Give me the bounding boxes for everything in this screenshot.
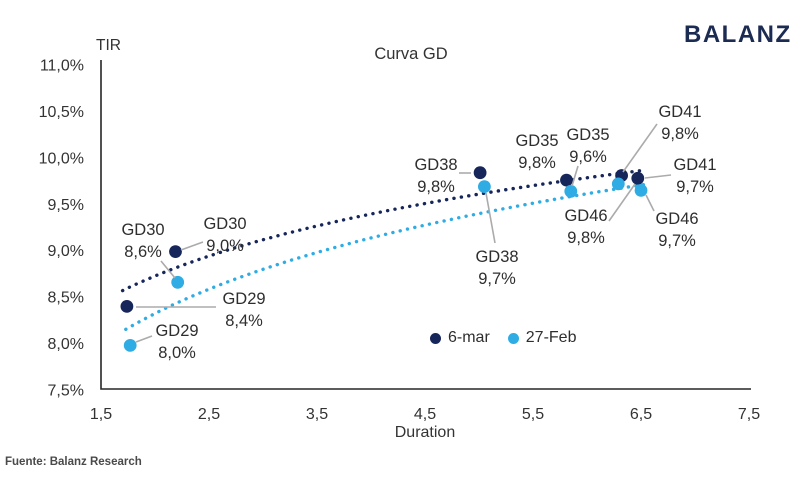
y-tick-label: 8,5% [48, 290, 84, 307]
data-point-GD29-27-Feb [123, 339, 137, 352]
legend-dot-27-Feb [507, 332, 519, 344]
y-tick-label: 10,5% [39, 104, 84, 121]
y-tick-label: 9,0% [48, 243, 84, 260]
leader-line-GD46-6-mar [608, 183, 636, 222]
leader-line-GD41-27-Feb [644, 174, 672, 179]
data-point-GD41-27-Feb [611, 177, 625, 191]
leader-line-GD35-27-Feb [571, 165, 579, 187]
legend-dot-6-mar [430, 332, 441, 344]
legend-item-6-mar: 6-mar [430, 329, 490, 347]
data-point-GD35-27-Feb [564, 184, 578, 198]
leader-line-GD30-6-mar [180, 241, 204, 251]
y-tick-label: 8,0% [48, 336, 84, 353]
legend-label: 6-mar [448, 329, 490, 346]
leader-line-GD41-6-mar [622, 123, 658, 173]
legend: 6-mar 27-Feb [430, 329, 576, 347]
x-tick-label: 2,5 [198, 406, 220, 423]
x-tick-label: 5,5 [522, 406, 544, 423]
data-point-GD30-27-Feb [171, 275, 185, 289]
y-tick-label: 9,5% [48, 197, 84, 214]
source-note: Fuente: Balanz Research [5, 456, 142, 468]
data-point-GD38-27-Feb [478, 180, 491, 194]
chart-title: Curva GD [374, 45, 448, 63]
x-tick-label: 4,5 [414, 406, 436, 423]
trendline-6-mar [120, 168, 646, 293]
leader-line-GD29-27-Feb [135, 335, 153, 343]
axis-lines [100, 60, 751, 390]
x-tick-label: 7,5 [738, 406, 760, 423]
balanz-logo: BALANZ [684, 21, 792, 48]
data-point-GD38-6-mar [473, 166, 487, 180]
x-tick-label: 1,5 [90, 406, 112, 423]
leader-line-GD46-27-Feb [645, 194, 655, 212]
x-tick-label: 6,5 [630, 406, 652, 423]
data-point-GD29-6-mar [120, 300, 134, 313]
data-point-GD46-27-Feb [634, 184, 648, 197]
leader-line-GD38-27-Feb [485, 192, 496, 244]
x-tick-label: 3,5 [306, 406, 328, 423]
data-point-GD46-6-mar [631, 171, 645, 185]
trendline-27-Feb [124, 182, 649, 331]
y-tick-label: 11,0% [40, 58, 84, 75]
y-tick-label: 10,0% [39, 150, 84, 167]
y-axis-title: TIR [96, 37, 121, 54]
y-tick-label: 7,5% [48, 383, 84, 400]
data-point-GD30-6-mar [169, 245, 182, 258]
x-axis-title: Duration [394, 424, 456, 441]
legend-item-27-Feb: 27-Feb [507, 329, 577, 347]
legend-label: 27-Feb [525, 329, 577, 346]
leader-line-GD30-27-Feb [160, 260, 176, 279]
data-point-GD35-6-mar [560, 173, 573, 187]
